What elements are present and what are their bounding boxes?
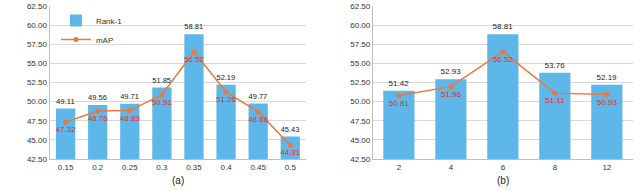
svg-text:(a): (a) xyxy=(172,175,184,186)
svg-text:60.00: 60.00 xyxy=(350,21,371,30)
svg-text:mAP: mAP xyxy=(96,36,113,45)
svg-text:50.81: 50.81 xyxy=(389,99,410,108)
svg-text:58.81: 58.81 xyxy=(184,22,203,31)
svg-text:45.00: 45.00 xyxy=(350,136,371,145)
svg-text:0.45: 0.45 xyxy=(250,163,266,172)
svg-text:55.00: 55.00 xyxy=(350,59,371,68)
svg-text:(b): (b) xyxy=(497,175,509,186)
svg-text:2: 2 xyxy=(397,163,402,172)
svg-text:0.25: 0.25 xyxy=(122,163,138,172)
svg-text:55.00: 55.00 xyxy=(27,59,48,68)
svg-text:60.00: 60.00 xyxy=(27,21,48,30)
svg-text:51.85: 51.85 xyxy=(152,76,171,85)
svg-text:4: 4 xyxy=(449,163,454,172)
svg-text:0.35: 0.35 xyxy=(186,163,202,172)
svg-text:49.56: 49.56 xyxy=(88,93,107,102)
svg-text:47.50: 47.50 xyxy=(27,117,48,126)
svg-text:0.3: 0.3 xyxy=(156,163,168,172)
svg-text:0.4: 0.4 xyxy=(221,163,233,172)
svg-text:52.19: 52.19 xyxy=(597,73,618,82)
svg-text:6: 6 xyxy=(501,163,506,172)
svg-text:48.83: 48.83 xyxy=(120,114,141,123)
svg-text:51.96: 51.96 xyxy=(441,90,462,99)
svg-text:49.11: 49.11 xyxy=(56,97,75,106)
svg-text:56.52: 56.52 xyxy=(184,55,205,64)
svg-text:58.81: 58.81 xyxy=(493,22,514,31)
svg-text:12: 12 xyxy=(602,163,611,172)
svg-text:62.50: 62.50 xyxy=(27,2,48,11)
svg-text:50.91: 50.91 xyxy=(152,98,173,107)
svg-text:0.2: 0.2 xyxy=(92,163,104,172)
svg-text:51.26: 51.26 xyxy=(216,95,237,104)
svg-text:42.50: 42.50 xyxy=(350,155,371,164)
svg-text:45.00: 45.00 xyxy=(27,136,48,145)
svg-text:53.76: 53.76 xyxy=(545,61,566,70)
svg-text:57.50: 57.50 xyxy=(27,40,48,49)
svg-text:50.00: 50.00 xyxy=(350,97,371,106)
svg-text:50.00: 50.00 xyxy=(27,97,48,106)
svg-text:51.42: 51.42 xyxy=(389,79,410,88)
svg-text:47.32: 47.32 xyxy=(56,125,77,134)
svg-text:48.76: 48.76 xyxy=(88,114,109,123)
svg-text:57.50: 57.50 xyxy=(350,40,371,49)
svg-text:50.93: 50.93 xyxy=(597,98,618,107)
svg-text:0.5: 0.5 xyxy=(285,163,297,172)
svg-text:0.15: 0.15 xyxy=(58,163,74,172)
svg-text:45.43: 45.43 xyxy=(281,125,300,134)
svg-text:52.19: 52.19 xyxy=(216,73,235,82)
svg-text:49.77: 49.77 xyxy=(249,92,268,101)
svg-text:52.50: 52.50 xyxy=(350,78,371,87)
svg-text:52.50: 52.50 xyxy=(27,78,48,87)
svg-text:49.71: 49.71 xyxy=(120,92,139,101)
svg-text:44.31: 44.31 xyxy=(280,148,301,157)
svg-text:52.93: 52.93 xyxy=(441,67,462,76)
svg-text:51.11: 51.11 xyxy=(545,96,565,105)
svg-text:42.50: 42.50 xyxy=(27,155,48,164)
svg-text:62.50: 62.50 xyxy=(350,2,371,11)
svg-text:Rank-1: Rank-1 xyxy=(96,17,122,26)
svg-text:47.50: 47.50 xyxy=(350,117,371,126)
svg-text:8: 8 xyxy=(553,163,558,172)
svg-text:48.66: 48.66 xyxy=(248,115,269,124)
svg-text:56.52: 56.52 xyxy=(493,55,514,64)
